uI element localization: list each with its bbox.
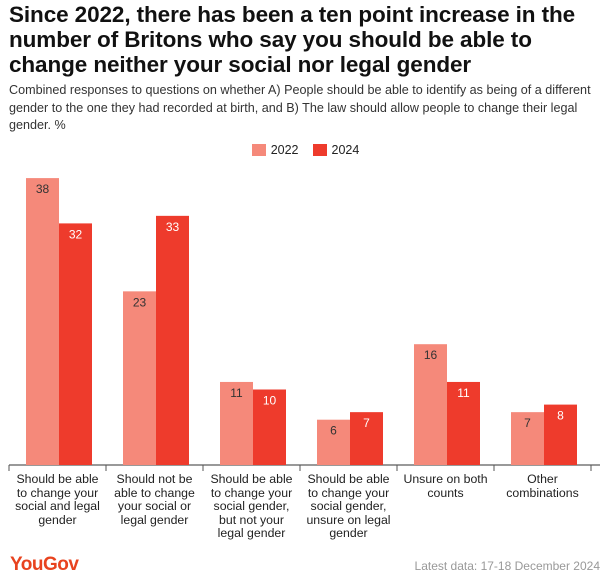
legend-item-2022: 2022: [251, 143, 299, 157]
bar-2024-5: [544, 404, 577, 465]
data-label-2022-0: 38: [36, 182, 50, 196]
bar-2024-2: [253, 389, 286, 465]
category-label-3: Should be able to change your social gen…: [306, 472, 391, 540]
legend: 2022 2024: [0, 143, 611, 157]
data-label-2022-1: 23: [133, 295, 147, 309]
bar-2022-1: [123, 291, 156, 465]
chart-subtitle: Combined responses to questions on wheth…: [9, 83, 591, 132]
category-label-2: Should be able to change your social gen…: [210, 472, 293, 540]
data-label-2024-3: 7: [363, 416, 370, 430]
data-label-2024-4: 11: [457, 386, 470, 400]
data-label-2024-0: 32: [69, 227, 83, 241]
data-label-2024-1: 33: [166, 220, 180, 234]
data-label-2022-3: 6: [330, 424, 337, 438]
latest-data-note: Latest data: 17-18 December 2024: [414, 559, 600, 573]
bar-2022-5: [511, 412, 544, 465]
bar-2024-3: [350, 412, 383, 465]
legend-swatch-2022: [251, 144, 266, 156]
category-label-0: Should be able to change your social and…: [15, 472, 100, 527]
bar-2024-4: [447, 381, 480, 465]
chart-title: Since 2022, there has been a ten point i…: [9, 2, 576, 77]
bar-2022-2: [220, 381, 253, 465]
bar-2024-1: [156, 215, 189, 465]
data-label-2022-2: 11: [230, 386, 243, 400]
bar-2022-0: [26, 178, 59, 465]
category-label-5: Other combinations: [506, 472, 579, 500]
legend-swatch-2024: [312, 144, 327, 156]
yougov-logo: YouGov: [10, 554, 79, 576]
bar-2022-4: [414, 344, 447, 465]
category-label-1: Should not be able to change your social…: [114, 472, 195, 527]
legend-item-2024: 2024: [312, 143, 360, 157]
bar-2024-0: [59, 223, 92, 465]
data-label-2024-5: 8: [557, 409, 564, 423]
logo-text: YouGov: [10, 554, 79, 575]
data-label-2022-4: 16: [424, 348, 438, 362]
legend-label-2022: 2022: [270, 143, 299, 157]
data-label-2022-5: 7: [524, 416, 531, 430]
data-label-2024-2: 10: [263, 394, 277, 408]
category-label-4: Unsure on both counts: [403, 472, 488, 500]
legend-label-2024: 2024: [331, 143, 360, 157]
bar-2022-3: [317, 419, 350, 465]
